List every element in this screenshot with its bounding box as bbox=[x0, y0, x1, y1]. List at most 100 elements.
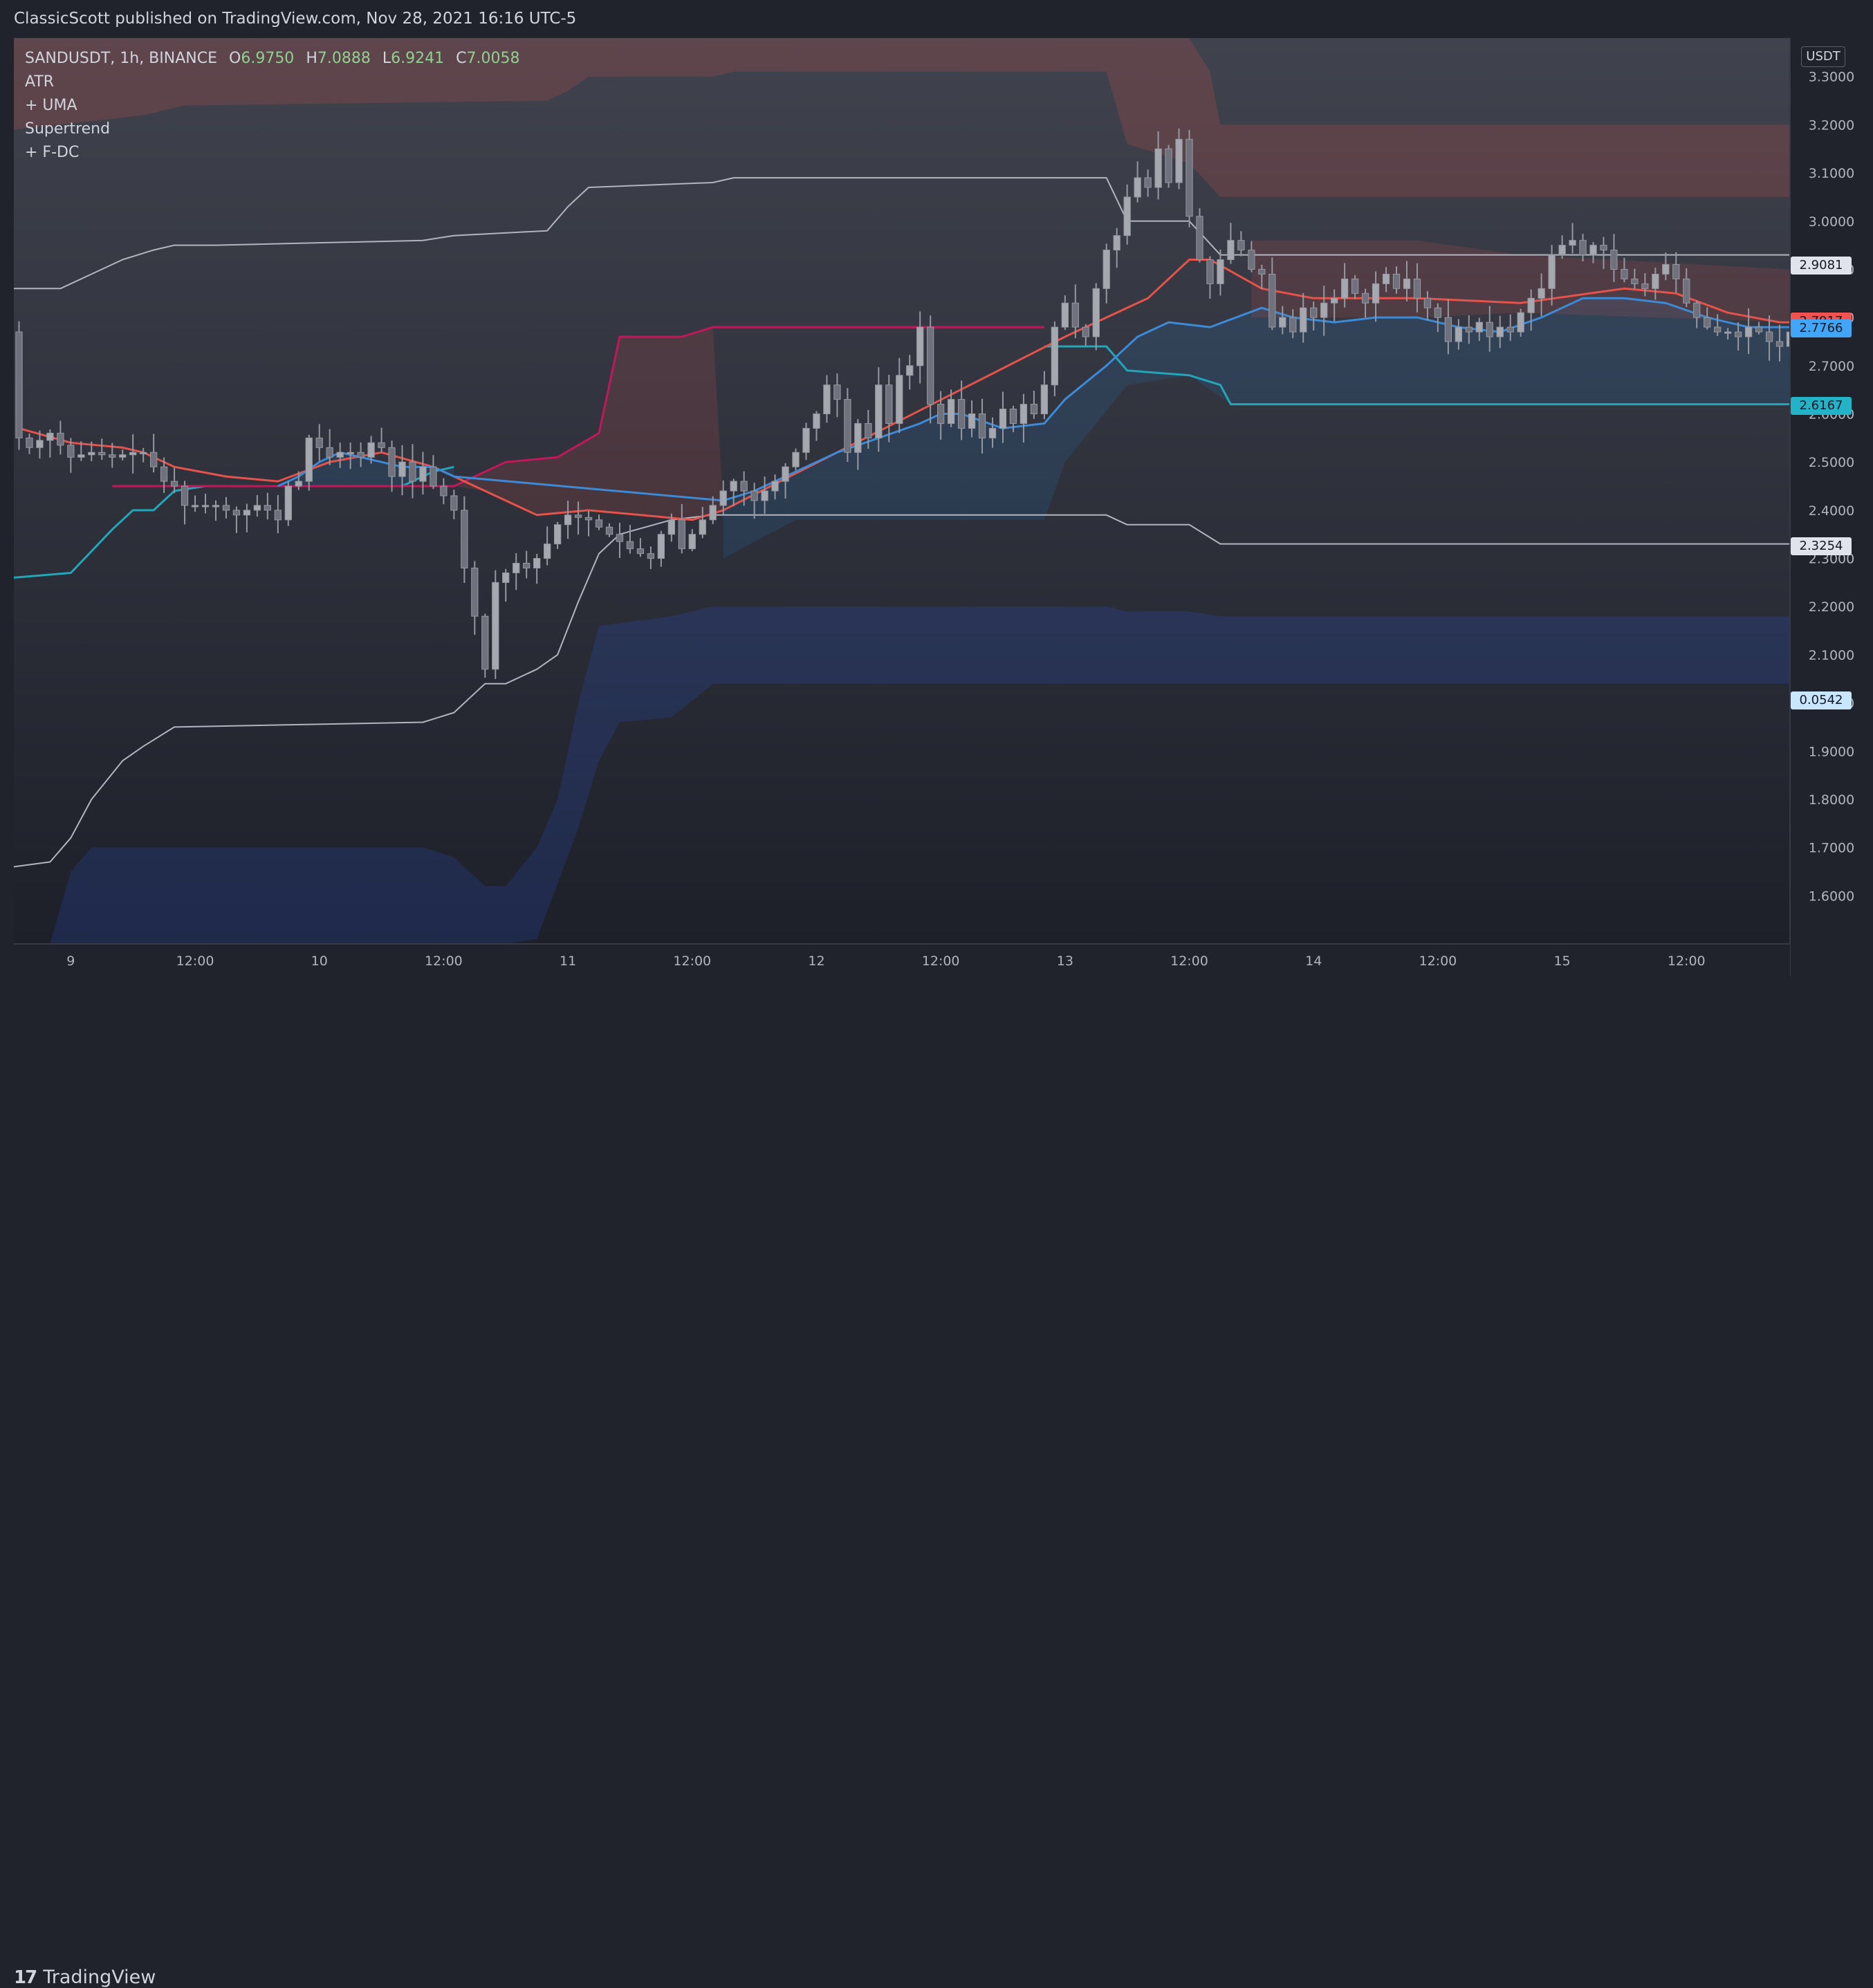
supertrend-down-fill bbox=[454, 327, 723, 520]
candle-body bbox=[430, 466, 437, 487]
candle-body bbox=[1413, 278, 1421, 299]
candle-body bbox=[222, 505, 230, 511]
candle-body bbox=[284, 485, 292, 521]
time-tick-label: 9 bbox=[66, 954, 75, 969]
price-tick-label: 2.2000 bbox=[1809, 600, 1854, 615]
candle-body bbox=[357, 452, 365, 458]
candle-body bbox=[119, 454, 127, 458]
candle-body bbox=[1744, 326, 1753, 337]
candle-body bbox=[315, 437, 323, 448]
candle-body bbox=[584, 517, 593, 521]
candle-body bbox=[160, 466, 168, 482]
candle-body bbox=[1040, 384, 1049, 415]
candle-body bbox=[1496, 326, 1504, 337]
uma-red-line bbox=[19, 259, 1790, 521]
fdc-lower-line bbox=[13, 514, 1790, 868]
brand-name: TradingView bbox=[43, 1967, 156, 1988]
legend-low-key: L bbox=[382, 50, 391, 67]
candle-body bbox=[1486, 322, 1493, 337]
candle-body bbox=[471, 567, 479, 617]
candle-body bbox=[978, 414, 986, 438]
candle-body bbox=[1775, 341, 1784, 347]
tradingview-brand[interactable]: 17 TradingView bbox=[14, 1967, 156, 1988]
price-tick-label: 3.2000 bbox=[1809, 118, 1854, 133]
time-tick-label: 12 bbox=[808, 954, 824, 969]
candle-body bbox=[1465, 326, 1473, 333]
candle-body bbox=[667, 519, 675, 535]
candle-body bbox=[1444, 317, 1452, 342]
candle-body bbox=[1206, 259, 1214, 284]
candle-body bbox=[347, 452, 354, 454]
fdc-upper-band bbox=[14, 38, 1790, 197]
chart-legend: SANDUSDT, 1h, BINANCE O6.9750 H7.0888 L6… bbox=[25, 47, 519, 165]
candle-body bbox=[1258, 268, 1266, 275]
candle-body bbox=[15, 331, 23, 438]
candle-body bbox=[937, 404, 945, 424]
time-tick-label: 15 bbox=[1553, 954, 1570, 969]
candle-body bbox=[1217, 259, 1224, 284]
candle-body bbox=[699, 519, 706, 535]
candle-body bbox=[1165, 148, 1172, 183]
legend-close-key: C bbox=[456, 50, 467, 67]
price-tick-label: 1.7000 bbox=[1809, 841, 1854, 856]
candle-body bbox=[1196, 216, 1203, 261]
time-tick-label: 12:00 bbox=[1668, 954, 1706, 969]
indicator-supertrend[interactable]: Supertrend bbox=[25, 120, 111, 138]
publish-header: ClassicScott published on TradingView.co… bbox=[0, 0, 1873, 38]
time-scale-bg[interactable] bbox=[14, 944, 1790, 976]
publish-info: ClassicScott published on TradingView.co… bbox=[14, 10, 577, 28]
candle-body bbox=[1185, 138, 1193, 217]
price-scale-bg[interactable] bbox=[1790, 38, 1873, 976]
supertrend-up-fill-2 bbox=[723, 298, 1790, 559]
candle-body bbox=[1455, 326, 1462, 342]
candle-body bbox=[782, 466, 789, 482]
candle-body bbox=[1331, 297, 1338, 304]
indicator-fdc[interactable]: + F-DC bbox=[25, 144, 80, 161]
candle-body bbox=[885, 384, 893, 424]
price-tick-label: 1.6000 bbox=[1809, 889, 1854, 904]
legend-high: 7.0888 bbox=[317, 50, 371, 67]
candle-body bbox=[792, 452, 800, 467]
price-chart[interactable]: 3.30003.20003.10003.00002.90002.80002.70… bbox=[0, 0, 1873, 1028]
price-tick-label: 2.3000 bbox=[1809, 552, 1854, 567]
candle-body bbox=[367, 442, 375, 458]
candle-body bbox=[492, 582, 499, 670]
candle-body bbox=[232, 510, 241, 516]
indicator-uma[interactable]: + UMA bbox=[25, 97, 77, 114]
price-tick-label: 2.7000 bbox=[1809, 359, 1854, 374]
candle-body bbox=[1279, 317, 1286, 328]
candle-body bbox=[1227, 240, 1235, 261]
candle-body bbox=[802, 427, 810, 453]
candle-body bbox=[647, 553, 655, 559]
candle-body bbox=[896, 375, 903, 424]
candle-body bbox=[761, 490, 768, 501]
candle-body bbox=[1558, 245, 1566, 256]
candle-body bbox=[574, 514, 582, 518]
candle-body bbox=[1051, 326, 1059, 386]
candle-body bbox=[409, 461, 416, 482]
candle-body bbox=[544, 544, 551, 559]
candle-body bbox=[1569, 240, 1576, 246]
candle-body bbox=[595, 519, 603, 528]
candle-body bbox=[419, 466, 427, 482]
candle-body bbox=[502, 572, 510, 583]
candle-body bbox=[833, 384, 841, 400]
candle-body bbox=[1351, 278, 1359, 294]
candle-body bbox=[253, 505, 261, 511]
candle-body bbox=[1704, 317, 1711, 328]
candle-body bbox=[678, 519, 685, 550]
currency-button[interactable]: USDT bbox=[1801, 46, 1845, 67]
candle-body bbox=[1672, 264, 1680, 279]
candle-body bbox=[129, 452, 137, 456]
candle-body bbox=[481, 615, 489, 670]
indicator-atr[interactable]: ATR bbox=[25, 73, 55, 91]
candle-body bbox=[305, 437, 313, 482]
candle-body bbox=[1527, 297, 1535, 313]
tradingview-logo-icon: 17 bbox=[14, 1967, 37, 1988]
candle-body bbox=[212, 505, 220, 508]
price-tick-label: 1.9000 bbox=[1809, 744, 1854, 759]
candle-body bbox=[730, 481, 737, 492]
candle-body bbox=[513, 563, 520, 573]
candle-body bbox=[1009, 409, 1017, 424]
candle-body bbox=[1061, 302, 1069, 328]
